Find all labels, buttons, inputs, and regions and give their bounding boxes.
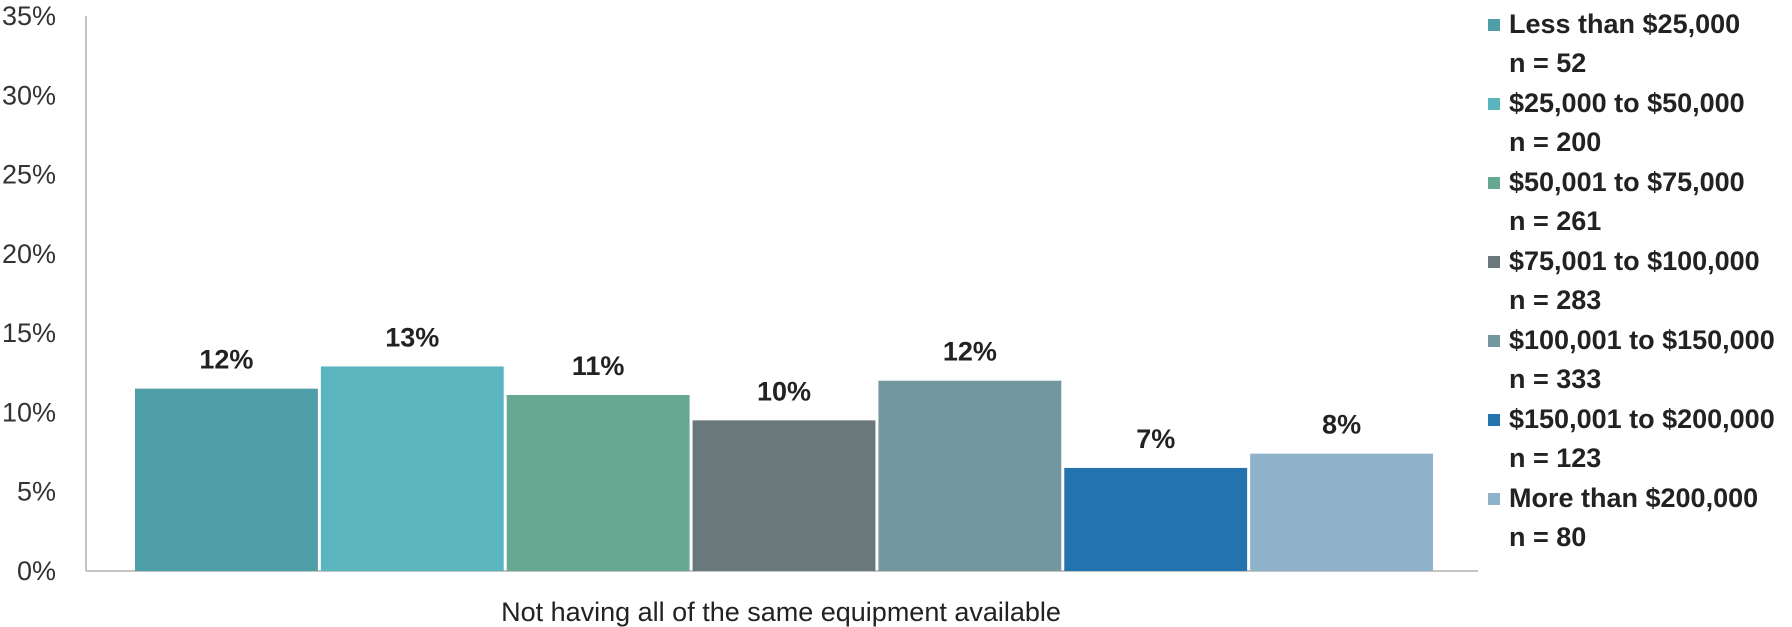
legend-swatch (1488, 414, 1500, 426)
y-tick-label: 10% (2, 397, 56, 427)
legend-swatch (1488, 335, 1500, 347)
legend-entry-n: n = 200 (1509, 127, 1601, 157)
y-tick-label: 15% (2, 318, 56, 348)
bar (506, 394, 690, 571)
data-label: 10% (757, 376, 811, 406)
data-label: 11% (572, 351, 625, 381)
y-tick-label: 25% (2, 160, 56, 190)
legend-swatch (1488, 493, 1500, 505)
legend-swatch (1488, 19, 1500, 31)
legend-entry-name: Less than $25,000 (1509, 9, 1740, 39)
legend-entry-n: n = 333 (1509, 364, 1601, 394)
legend-entry-n: n = 52 (1509, 48, 1586, 78)
legend-swatch (1488, 98, 1500, 110)
bar (1250, 453, 1433, 571)
y-tick-label: 30% (2, 80, 56, 110)
legend-swatch (1488, 177, 1500, 189)
legend-entry-name: $150,001 to $200,000 (1509, 404, 1775, 434)
legend-entry-n: n = 283 (1509, 285, 1601, 315)
bar (878, 380, 1062, 571)
data-label: 13% (385, 322, 439, 352)
data-label: 7% (1136, 424, 1175, 454)
bar (692, 420, 876, 571)
y-tick-label: 5% (17, 477, 56, 507)
legend-entry-n: n = 80 (1509, 522, 1586, 552)
legend-entry-n: n = 261 (1509, 206, 1601, 236)
bars (135, 366, 1433, 571)
legend-entry-name: $50,001 to $75,000 (1509, 167, 1745, 197)
legend-entry-n: n = 123 (1509, 443, 1601, 473)
legend-entry-name: $75,001 to $100,000 (1509, 246, 1760, 276)
y-tick-label: 20% (2, 239, 56, 269)
x-category-label: Not having all of the same equipment ava… (501, 597, 1061, 627)
legend-swatch (1488, 256, 1500, 268)
data-label: 8% (1322, 410, 1361, 440)
y-axis: 0% 5% 10% 15% 20% 25% 30% 35% (2, 1, 1478, 586)
y-tick-label: 35% (2, 1, 56, 31)
data-label: 12% (199, 345, 253, 375)
legend-entry-name: More than $200,000 (1509, 483, 1758, 513)
data-label: 12% (943, 337, 997, 367)
y-tick-label: 0% (17, 556, 56, 586)
legend: Less than $25,000 n = 52 $25,000 to $50,00… (1488, 9, 1775, 552)
data-labels: 12% 13% 11% 10% 12% 7% 8% (199, 322, 1361, 453)
bar (1064, 467, 1248, 571)
legend-entry-name: $25,000 to $50,000 (1509, 88, 1745, 118)
bar (135, 388, 318, 571)
bar (320, 366, 504, 571)
legend-entry-name: $100,001 to $150,000 (1509, 325, 1775, 355)
